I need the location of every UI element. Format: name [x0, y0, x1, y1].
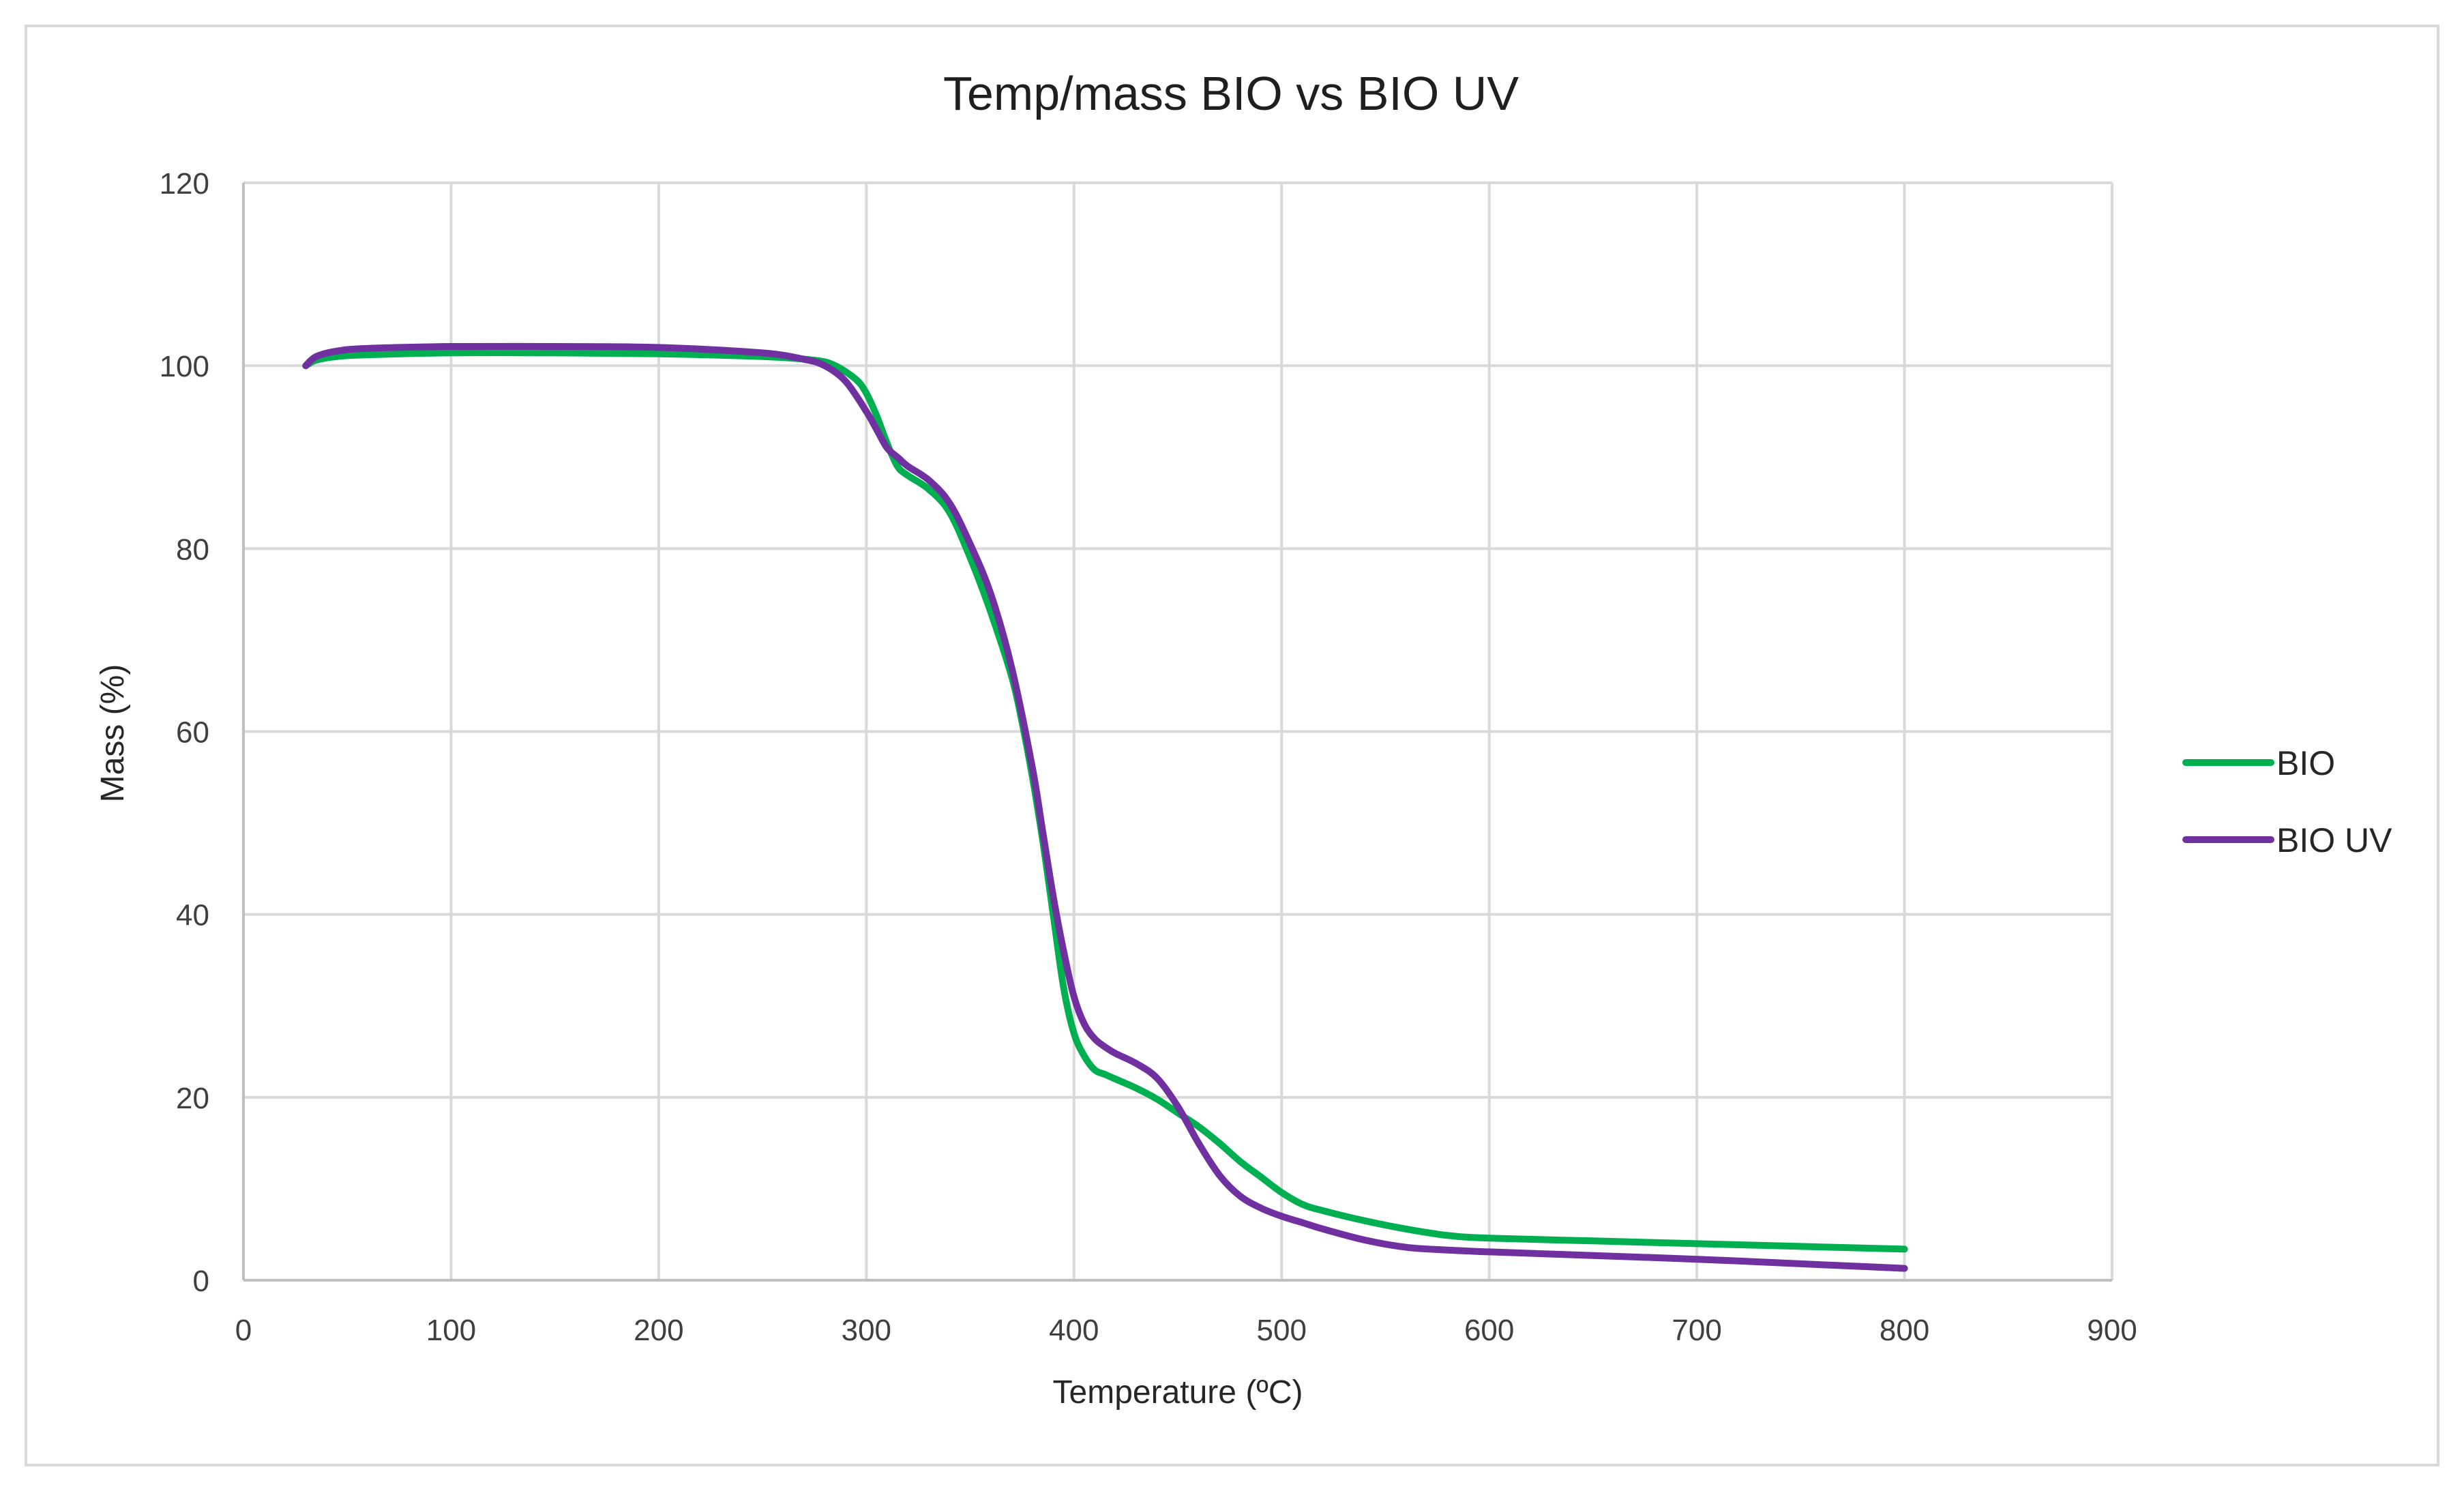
series-line-bio-uv: [302, 342, 1908, 1272]
axes: 0 20 40 60 80 100 120 0 100 200 300 400 500 600 700 800…: [160, 167, 2137, 1347]
x-tick-label: 600: [1464, 1314, 1514, 1347]
x-tick-label: 700: [1672, 1314, 1721, 1347]
y-tick-label: 120: [160, 167, 209, 201]
y-axis-title: Mass (%): [95, 664, 131, 803]
chart-title: Temp/mass BIO vs BIO UV: [943, 67, 1519, 120]
y-tick-label: 80: [176, 533, 209, 566]
x-tick-label: 300: [842, 1314, 891, 1347]
x-tick-label: 0: [235, 1314, 252, 1347]
x-axis-title: Temperature (ºC): [1053, 1374, 1303, 1411]
x-tick-label: 500: [1257, 1314, 1307, 1347]
y-tick-label: 100: [160, 350, 209, 383]
x-tick-label: 800: [1880, 1314, 1929, 1347]
x-tick-label: 100: [426, 1314, 476, 1347]
x-tick-label: 400: [1049, 1314, 1099, 1347]
y-tick-label: 40: [176, 899, 209, 932]
y-tick-label: 20: [176, 1082, 209, 1115]
grid: [243, 181, 2113, 1280]
y-tick-label: 60: [176, 716, 209, 750]
x-tick-label: 900: [2087, 1314, 2137, 1347]
x-tick-label: 200: [634, 1314, 683, 1347]
y-tick-label: 0: [193, 1265, 209, 1298]
legend-label-bio-uv: BIO UV: [2276, 821, 2392, 859]
series-layer: [302, 342, 1908, 1272]
legend-label-bio: BIO: [2276, 744, 2335, 782]
legend: BIO BIO UV: [2182, 744, 2392, 859]
chart-border: [25, 25, 2439, 1466]
